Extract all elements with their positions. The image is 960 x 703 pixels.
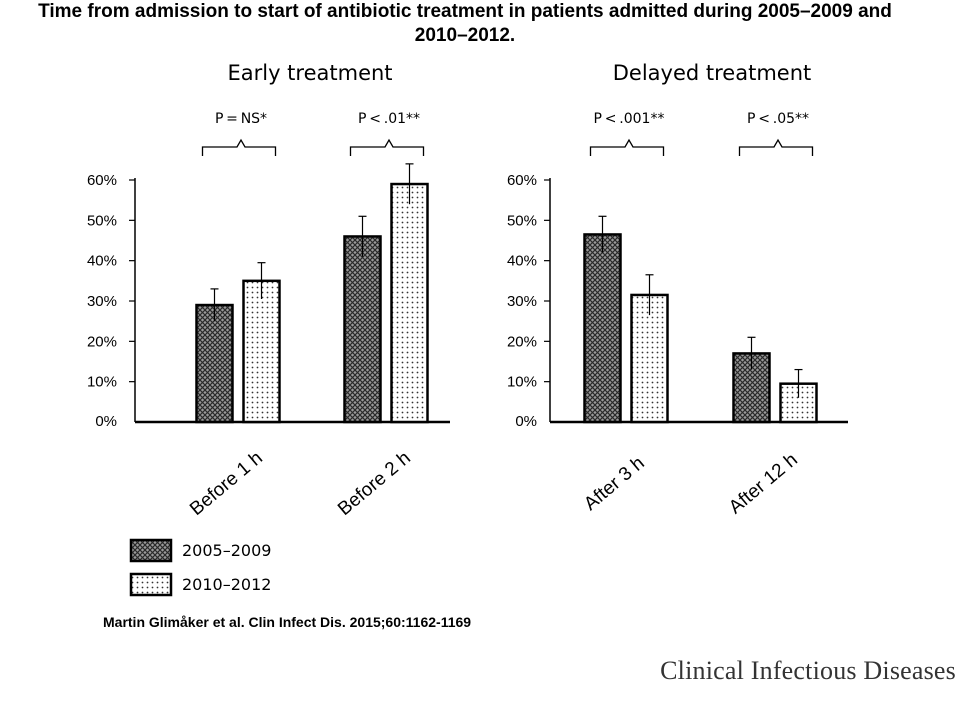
y-tick-label: 50%: [87, 212, 117, 229]
p-value-bracket: [201, 138, 277, 156]
category-label: After 3 h: [580, 453, 649, 515]
category-label: After 12 h: [725, 449, 802, 518]
y-tick-label: 20%: [507, 333, 537, 350]
legend-label: 2005–2009: [182, 541, 271, 560]
y-tick-label: 10%: [87, 374, 117, 391]
panel-title: Early treatment: [227, 61, 392, 85]
figure-title: Time from admission to start of antibiot…: [0, 0, 930, 48]
legend-swatch-2005-2009: [129, 538, 173, 563]
figure-title-line2: 2010–2012.: [414, 25, 516, 46]
p-value-label: P < .01**: [358, 111, 420, 127]
panel-title: Delayed treatment: [613, 61, 812, 85]
p-value-bracket: [349, 138, 425, 156]
bar-2005-2009: [343, 235, 382, 424]
p-value-bracket: [589, 138, 665, 156]
y-tick-label: 10%: [507, 374, 537, 391]
y-tick-label: 50%: [507, 212, 537, 229]
bar-2005-2009: [583, 233, 622, 424]
bar-2010-2012: [390, 182, 429, 424]
y-tick-label: 0%: [95, 413, 117, 430]
p-value-bracket: [738, 138, 814, 156]
figure-title-line1: Time from admission to start of antibiot…: [38, 1, 892, 22]
y-tick-label: 30%: [507, 293, 537, 310]
p-value-label: P = NS*: [215, 111, 267, 127]
y-tick-label: 40%: [87, 253, 117, 270]
y-tick-label: 60%: [87, 172, 117, 189]
y-tick-label: 60%: [507, 172, 537, 189]
legend-swatch-2010-2012: [129, 572, 173, 597]
category-label: Before 2 h: [334, 448, 415, 520]
y-tick-label: 20%: [87, 333, 117, 350]
journal-logo: Clinical Infectious Diseases: [660, 656, 956, 685]
bar-2010-2012: [242, 279, 281, 424]
category-label: Before 1 h: [186, 448, 267, 520]
y-tick-label: 40%: [507, 253, 537, 270]
bar-2005-2009: [195, 303, 234, 424]
bar-2010-2012: [630, 293, 669, 424]
p-value-label: P < .001**: [594, 111, 665, 127]
citation: Martin Glimåker et al. Clin Infect Dis. …: [103, 614, 472, 630]
y-tick-label: 30%: [87, 293, 117, 310]
p-value-label: P < .05**: [747, 111, 809, 127]
y-tick-label: 0%: [515, 413, 537, 430]
legend-label: 2010–2012: [182, 575, 271, 594]
